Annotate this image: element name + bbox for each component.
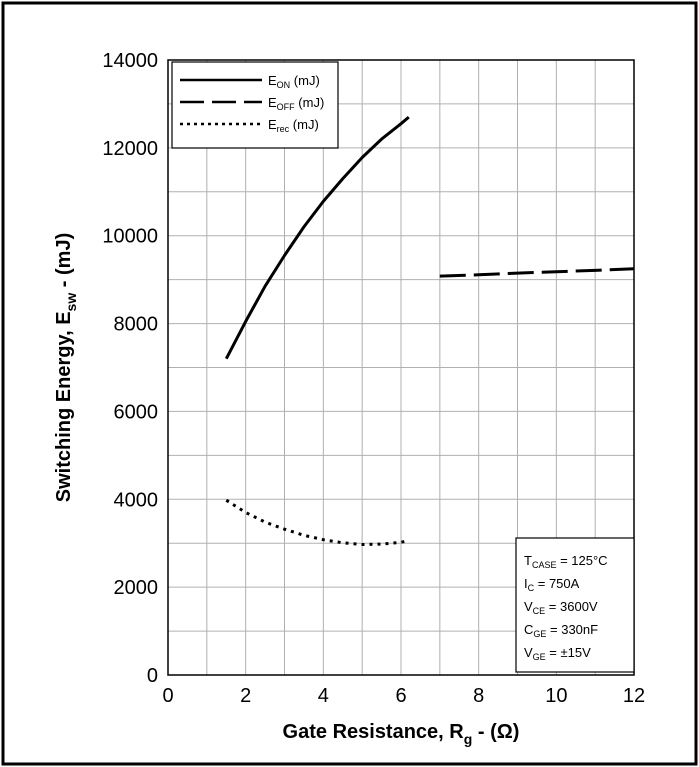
series-line-0 (224, 115, 410, 360)
y-tick-label: 6000 (114, 401, 159, 423)
legend-box (171, 61, 339, 149)
x-tick-label: 2 (240, 685, 251, 707)
x-axis-ticks: 0 2 4 6 8 10 12 (162, 685, 645, 707)
test-conditions-box: TCASE = 125°C IC = 750A VCE = 3600V CGE = 3… (515, 537, 635, 673)
conditions-box (515, 537, 635, 673)
y-tick-label: 8000 (114, 314, 159, 336)
y-tick-label: 12000 (102, 138, 158, 160)
series-line-2 (225, 498, 410, 546)
y-tick-label: 14000 (102, 50, 158, 72)
y-tick-label: 2000 (114, 577, 159, 599)
legend: EON (mJ) EOFF (mJ) Erec (mJ) (171, 61, 339, 149)
series-line-1 (439, 267, 635, 278)
grid (168, 60, 634, 675)
x-tick-label: 12 (623, 685, 645, 707)
condition-line-0: TCASE = 125°C (524, 553, 608, 570)
legend-label-0: EON (mJ) (268, 73, 320, 90)
plot-area (167, 59, 635, 676)
x-tick-label: 8 (473, 685, 484, 707)
series-lines (224, 115, 635, 546)
condition-line-1: IC = 750A (524, 576, 580, 593)
y-axis-ticks: 0 2000 4000 6000 8000 10000 12000 14000 (102, 50, 158, 687)
y-tick-label: 4000 (114, 489, 159, 511)
condition-line-2: VCE = 3600V (524, 599, 598, 616)
legend-label-1: EOFF (mJ) (268, 95, 324, 112)
condition-line-3: CGE = 330nF (524, 622, 598, 639)
x-axis-label: Gate Resistance, Rg - (Ω) (283, 721, 520, 747)
x-tick-label: 0 (162, 685, 173, 707)
condition-line-4: VGE = ±15V (524, 645, 591, 662)
x-tick-label: 6 (395, 685, 406, 707)
x-tick-label: 10 (545, 685, 567, 707)
legend-label-2: Erec (mJ) (268, 117, 319, 134)
y-tick-label: 10000 (102, 226, 158, 248)
x-tick-label: 4 (318, 685, 329, 707)
y-axis-label: Switching Energy, Esw - (mJ) (53, 233, 79, 502)
y-tick-label: 0 (147, 665, 158, 687)
